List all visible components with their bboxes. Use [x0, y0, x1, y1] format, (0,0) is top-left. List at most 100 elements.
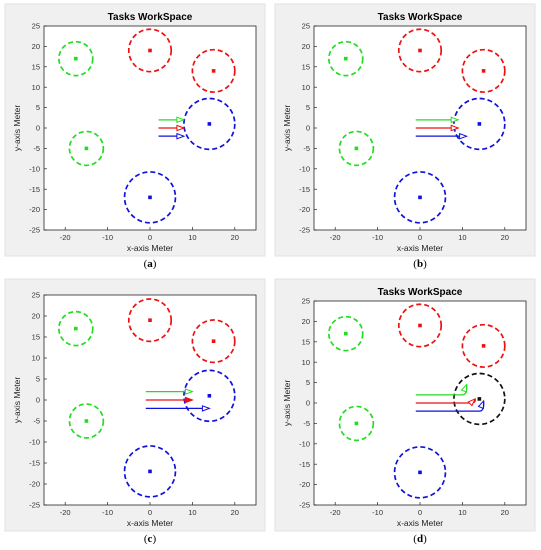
task-region-circle	[461, 323, 506, 368]
y-tick-label: 0	[306, 399, 310, 408]
x-tick-label: -20	[60, 233, 71, 242]
x-tick-label: -10	[102, 508, 113, 517]
x-tick-label: 0	[148, 508, 152, 517]
task-region-circle	[191, 48, 236, 93]
agent-arrowhead	[477, 399, 485, 410]
panel-caption-letter: d	[417, 533, 423, 545]
task-center-marker	[354, 421, 359, 426]
task-region-circle	[57, 310, 94, 347]
agent-arrowhead	[450, 116, 460, 124]
task-region-circle	[327, 40, 364, 77]
panel-caption: (a)	[144, 258, 157, 270]
task-region-circle	[127, 298, 173, 343]
y-tick-label: 20	[302, 317, 310, 326]
x-axis-label: x-axis Meter	[127, 243, 173, 253]
panel-caption: (c)	[144, 533, 157, 545]
x-axis-label: x-axis Meter	[397, 518, 443, 528]
y-axis-label: y-axis Meter	[12, 105, 22, 151]
y-tick-label: -10	[299, 164, 310, 173]
y-tick-label: 15	[32, 333, 40, 342]
y-tick-label: -10	[29, 438, 40, 447]
x-tick-label: -10	[102, 233, 113, 242]
chart-a: Tasks WorkSpace -20 -10 0 10 20 25 20 15 10 5 0 -5 -1…	[4, 3, 266, 270]
task-region-circle	[397, 28, 443, 73]
x-tick-label: 20	[501, 233, 509, 242]
y-tick-label: 10	[32, 354, 40, 363]
task-center-marker	[207, 394, 212, 398]
y-tick-label: 10	[302, 358, 310, 367]
task-center-marker	[418, 48, 422, 53]
y-tick-label: 20	[32, 42, 40, 51]
task-region-circle	[191, 319, 236, 364]
chart-title: Tasks WorkSpace	[378, 287, 463, 298]
task-region-circle	[397, 303, 443, 348]
y-tick-label: -25	[29, 226, 40, 235]
task-center-marker	[148, 318, 152, 322]
y-tick-label: -15	[299, 460, 310, 469]
task-center-marker	[477, 397, 482, 401]
y-tick-label: 25	[302, 22, 310, 31]
task-center-marker	[148, 469, 152, 474]
y-tick-label: -10	[299, 439, 310, 448]
task-region-circle	[461, 48, 506, 93]
x-tick-label: -20	[330, 508, 341, 517]
y-tick-label: 25	[32, 291, 40, 300]
x-axis-label: x-axis Meter	[127, 518, 173, 528]
panel-caption-letter: b	[417, 258, 423, 270]
task-region-circle	[338, 130, 375, 167]
task-center-marker	[477, 122, 482, 126]
task-center-marker	[344, 331, 348, 336]
task-center-marker	[84, 146, 89, 151]
agent-arrowhead	[460, 383, 468, 393]
task-center-marker	[211, 339, 216, 343]
y-tick-label: -5	[303, 144, 310, 153]
x-tick-label: 20	[501, 508, 509, 517]
agent-arrowhead	[176, 132, 186, 140]
agent-arrowhead	[176, 116, 186, 124]
y-tick-label: 20	[302, 42, 310, 51]
y-tick-label: -20	[299, 480, 310, 489]
task-region-circle	[68, 130, 105, 167]
y-axis-label: y-axis Meter	[12, 377, 22, 423]
task-region-circle	[327, 315, 364, 352]
y-tick-label: -15	[29, 185, 40, 194]
y-tick-label: 5	[36, 103, 40, 112]
task-center-marker	[418, 323, 422, 328]
task-center-marker	[481, 69, 486, 73]
task-center-marker	[148, 195, 152, 200]
x-axis-label: x-axis Meter	[397, 243, 443, 253]
agent-arrowhead	[184, 396, 194, 404]
y-tick-label: 0	[36, 124, 40, 133]
y-tick-label: -5	[33, 144, 40, 153]
y-tick-label: 0	[306, 124, 310, 133]
y-tick-label: 25	[302, 297, 310, 306]
task-center-marker	[354, 146, 359, 151]
x-tick-label: 0	[418, 233, 422, 242]
y-tick-label: -20	[29, 205, 40, 214]
plot-area	[43, 25, 257, 231]
x-tick-label: 10	[458, 233, 466, 242]
y-tick-label: -20	[299, 205, 310, 214]
task-region-circle	[127, 28, 173, 73]
x-tick-label: 10	[188, 233, 196, 242]
chart-c: -20 -10 0 10 20 25 20 15 10 5 0 -5 -10 -15 -20 -25 x-axi…	[4, 278, 266, 545]
task-region-circle	[123, 445, 177, 498]
y-tick-label: 25	[32, 22, 40, 31]
chart-b: Tasks WorkSpace -20 -10 0 10 20 25 20 15 10 5 0 -5 -1…	[274, 3, 536, 270]
y-tick-label: 15	[302, 62, 310, 71]
y-axis-label: y-axis Meter	[282, 380, 292, 426]
y-tick-label: 15	[302, 337, 310, 346]
panel-caption-letter: a	[147, 258, 153, 270]
y-tick-label: -5	[33, 417, 40, 426]
panel-b: Tasks WorkSpace -20 -10 0 10 20 25 20 15 10 5 0 -5 -1…	[270, 0, 540, 275]
agent-arrowhead	[467, 397, 477, 407]
x-tick-label: -10	[372, 508, 383, 517]
task-region-circle	[68, 403, 105, 439]
y-tick-label: 5	[306, 103, 310, 112]
x-tick-label: 20	[231, 233, 239, 242]
task-center-marker	[84, 419, 89, 423]
y-tick-label: 10	[302, 83, 310, 92]
task-region-circle	[453, 97, 506, 151]
agent-arrowhead	[176, 124, 186, 132]
y-tick-label: -25	[299, 226, 310, 235]
